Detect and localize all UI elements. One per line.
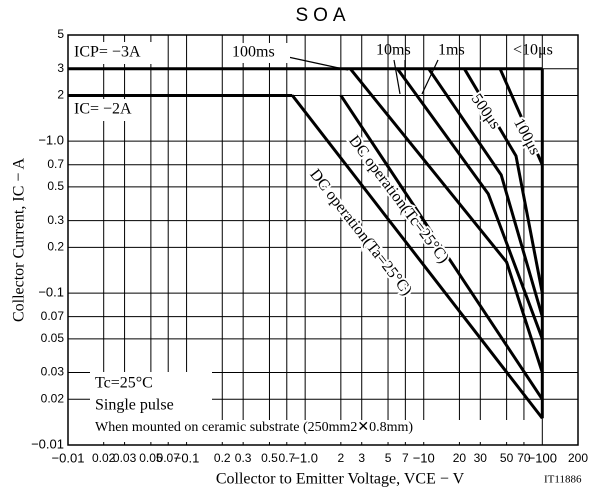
x-tick-label: −0.01: [52, 450, 85, 465]
note-background: [90, 420, 530, 442]
y-tick-label: −1.0: [38, 133, 64, 148]
chart-title: SOA: [295, 5, 350, 26]
series-label: <10μs: [513, 42, 553, 59]
x-tick-label: 0.7: [278, 451, 295, 465]
series-label: 10ms: [376, 42, 411, 59]
y-tick-label: 0.5: [47, 179, 64, 193]
x-tick-label: −0.1: [174, 450, 200, 465]
x-tick-label: 0.02: [92, 451, 116, 465]
y-tick-label: −0.1: [38, 285, 64, 300]
note: When mounted on ceramic substrate (250mm…: [95, 420, 413, 435]
y-tick-label: 0.3: [47, 213, 64, 227]
y-tick-label: 5: [57, 27, 64, 41]
soa-line: [291, 94, 544, 420]
x-tick-label: 50: [500, 451, 514, 465]
x-tick-label: 0.2: [214, 451, 231, 465]
leader-line: [393, 59, 401, 95]
x-tick-label: 0.05: [139, 451, 163, 465]
x-tick-label: 3: [358, 451, 365, 465]
figure-code: IT11886: [544, 474, 582, 486]
x-tick-label: −10: [413, 450, 435, 465]
y-tick-label: 0.7: [47, 157, 64, 171]
y-tick-label: −0.01: [31, 436, 64, 451]
y-axis-label: Collector Current, IC − A: [11, 158, 28, 323]
x-tick-label: 0.07: [157, 451, 181, 465]
x-tick-label: 0.5: [261, 451, 278, 465]
series-label: 500μs: [468, 91, 504, 133]
leader-line: [421, 59, 439, 95]
x-tick-label: −100: [528, 450, 557, 465]
label-background: [70, 99, 148, 121]
soa-line: [339, 94, 544, 401]
soa-line: [498, 68, 544, 166]
x-tick-label: 0.3: [235, 451, 252, 465]
series-label: 100ms: [232, 44, 275, 61]
note: Tc=25°C: [95, 375, 153, 392]
x-tick-label: 7: [402, 451, 409, 465]
x-tick-label: −1.0: [292, 450, 318, 465]
x-axis-label: Collector to Emitter Voltage, VCE − V: [216, 471, 465, 488]
series-label: 100μs: [510, 115, 543, 157]
soa-line: [349, 67, 544, 373]
x-tick-label: 20: [453, 451, 467, 465]
y-tick-label: 0.07: [41, 309, 65, 323]
leader-line: [287, 56, 349, 71]
y-tick-label: 0.02: [41, 391, 65, 405]
y-tick-label: 0.03: [41, 365, 65, 379]
y-tick-label: 0.05: [41, 331, 65, 345]
label-background: [228, 43, 290, 63]
soa-line: [427, 67, 544, 318]
series-label: IC= −2A: [74, 101, 132, 118]
x-tick-label: 200: [568, 451, 588, 465]
x-tick-label: 0.03: [113, 451, 137, 465]
y-tick-label: 3: [57, 61, 64, 75]
x-tick-label: 2: [338, 451, 345, 465]
x-tick-label: 5: [385, 451, 392, 465]
label-background: [70, 42, 152, 64]
y-tick-label: 0.2: [47, 240, 64, 254]
soa-line: [396, 67, 544, 340]
y-tick-label: 2: [57, 88, 64, 102]
plot-frame: [67, 34, 579, 446]
x-tick-label: 30: [474, 451, 488, 465]
x-tick-label: 70: [517, 451, 531, 465]
note: Single pulse: [95, 397, 174, 414]
series-label: 1ms: [438, 42, 465, 59]
soa-line: [463, 67, 544, 294]
series-label: ICP= −3A: [74, 44, 141, 61]
note-background: [90, 372, 212, 420]
